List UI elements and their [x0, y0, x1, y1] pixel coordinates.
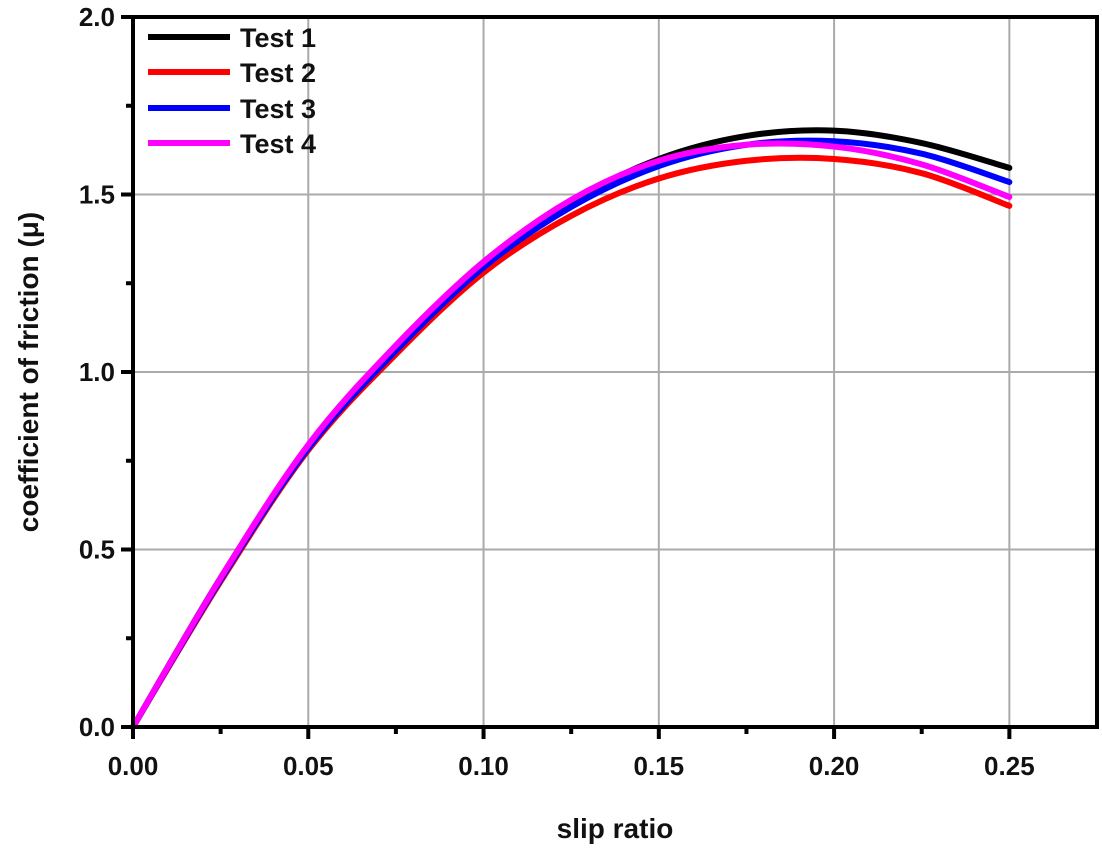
- series-line-4: [130, 140, 1013, 730]
- x-tick-label: 0.10: [458, 751, 509, 781]
- series-lines: [130, 127, 1013, 730]
- series-line-1: [130, 127, 1013, 730]
- y-tick-label: 0.0: [79, 712, 115, 742]
- x-tick-label: 0.00: [108, 751, 159, 781]
- series-line-3: [130, 137, 1013, 730]
- grid: [133, 17, 1097, 727]
- x-axis-label: slip ratio: [557, 813, 674, 844]
- x-tick-label: 0.15: [634, 751, 685, 781]
- series-line-2: [130, 154, 1013, 730]
- x-tick-label: 0.25: [984, 751, 1035, 781]
- y-tick-label: 1.0: [79, 357, 115, 387]
- legend-label-1: Test 1: [240, 23, 316, 53]
- y-tick-label: 1.5: [79, 180, 115, 210]
- legend: Test 1 Test 2 Test 3 Test 4: [148, 23, 316, 159]
- y-tick-label: 0.5: [79, 535, 115, 565]
- x-tick-label: 0.20: [809, 751, 860, 781]
- legend-label-2: Test 2: [240, 58, 316, 88]
- legend-label-3: Test 3: [240, 94, 316, 124]
- ticks: 0.00 0.05 0.10 0.15 0.20 0.25 0.0 0.5 1.0 1.5 2.0: [79, 2, 1035, 781]
- legend-label-4: Test 4: [240, 129, 316, 159]
- y-tick-label: 2.0: [79, 2, 115, 32]
- x-tick-label: 0.05: [283, 751, 334, 781]
- y-axis-label: coefficient of friction (μ): [13, 212, 44, 532]
